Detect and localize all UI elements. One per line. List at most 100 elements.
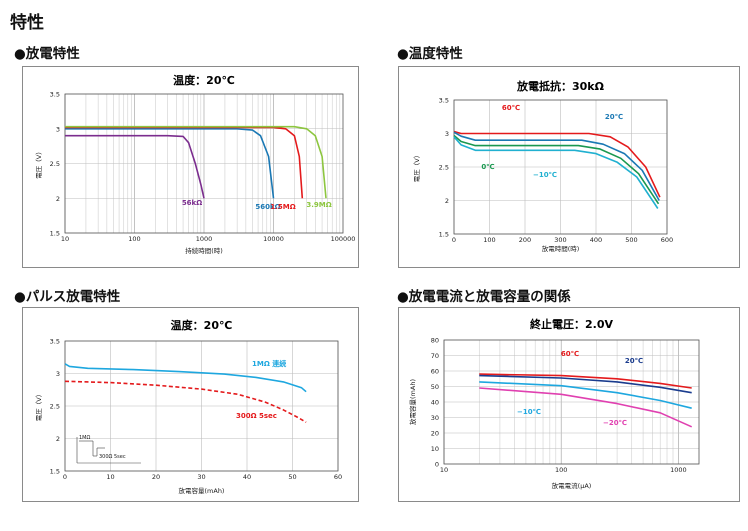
pulse-chart: 0 10 20 30 40 50 60 1.5 2 2.5 3 3.5 温度：20℃ 放電容量(mAh) 電… (35, 318, 342, 495)
x-tick-label: 600 (661, 236, 673, 244)
x-axis-label: 放電電流(μA) (552, 481, 592, 490)
x-tick-label: 10 (440, 466, 448, 474)
y-tick-label: 3.5 (439, 97, 449, 105)
chart-panel-capacity: 10 100 1000 0 10 20 30 40 50 60 70 80 終止電圧：2.0V 放電電流(… (398, 307, 740, 502)
x-tick-label: 10 (106, 473, 114, 481)
chart-panel-pulse: 0 10 20 30 40 50 60 1.5 2 2.5 3 3.5 温度：20℃ 放電容量(mAh) 電… (22, 307, 359, 502)
series-line (453, 136, 659, 209)
x-tick-label: 300 (554, 236, 566, 244)
x-tick-label: 20 (152, 473, 160, 481)
chart-title: 放電抵抗：30kΩ (516, 79, 605, 93)
chart-title: 温度：20℃ (171, 318, 233, 332)
section-heading-temperature: ●温度特性 (397, 46, 463, 62)
series-line (65, 134, 205, 199)
inset-label: 300Ω 5sec (99, 454, 126, 460)
series-label: −20℃ (603, 419, 627, 427)
series-line (64, 363, 307, 393)
section-heading-pulse: ●パルス放電特性 (14, 289, 121, 305)
y-tick-label: 80 (431, 337, 439, 345)
section-heading-discharge: ●放電特性 (14, 46, 80, 62)
y-tick-label: 60 (431, 368, 439, 376)
series-line (453, 134, 660, 205)
x-tick-label: 0 (452, 236, 456, 244)
plot-area (64, 93, 344, 234)
series-label: 60℃ (561, 350, 579, 358)
capacity-chart: 10 100 100001020304050607080終止電圧：2.0V放電電流(… (408, 317, 700, 490)
x-tick-label: 10 (61, 235, 69, 243)
y-tick-label: 2 (56, 435, 60, 443)
series-label: 0℃ (481, 163, 494, 171)
chart-panel-discharge: 10 100 1000 10000 100000 1.5 2 2.5 3 3.5 温度：20℃ 持続時… (22, 66, 359, 268)
y-axis-label: 電圧（V） (413, 152, 421, 182)
series-line (479, 374, 692, 394)
x-tick-label: 100 (128, 235, 140, 243)
y-tick-label: 1.5 (50, 230, 60, 238)
series-label: 20℃ (625, 357, 643, 365)
inset-label: 1MΩ (79, 435, 90, 441)
y-tick-label: 3.5 (50, 91, 60, 99)
y-tick-label: 20 (431, 430, 439, 438)
y-tick-label: 2 (56, 195, 60, 203)
x-tick-label: 30 (197, 473, 205, 481)
y-tick-label: 2.5 (50, 403, 60, 411)
y-tick-label: 40 (431, 399, 439, 407)
x-tick-label: 60 (334, 473, 342, 481)
series-label: −10℃ (517, 408, 541, 416)
y-tick-label: 3 (56, 370, 60, 378)
series-label: 3.9MΩ (306, 201, 331, 209)
series-line (65, 127, 275, 199)
series-line (453, 131, 660, 201)
discharge-chart: 10 100 1000 10000 100000 1.5 2 2.5 3 3.5 温度：20℃ 持続時… (35, 73, 356, 255)
series-line (479, 381, 692, 409)
page-title: 特性 (10, 13, 44, 33)
y-tick-label: 70 (431, 352, 439, 360)
y-tick-label: 50 (431, 383, 439, 391)
x-tick-label: 100 (555, 466, 567, 474)
plot-area (64, 340, 339, 472)
x-tick-label: 100000 (331, 235, 356, 243)
x-tick-label: 400 (590, 236, 602, 244)
series-label: 56kΩ (182, 199, 202, 207)
y-tick-label: 2.5 (439, 164, 449, 172)
series-label: 1MΩ 連続 (252, 359, 286, 368)
series-label: 60℃ (502, 104, 520, 112)
plot-area (453, 99, 668, 235)
y-tick-label: 3 (445, 130, 449, 138)
y-tick-label: 3 (56, 125, 60, 133)
y-tick-label: 2.5 (50, 160, 60, 168)
x-tick-label: 40 (243, 473, 251, 481)
temperature-chart: 0 100 200 300 400 500 600 1.5 2 2.5 3 3.5 放電抵抗：30kΩ 放… (413, 79, 673, 253)
y-tick-label: 0 (435, 461, 439, 469)
series-label: 560kΩ (255, 203, 280, 211)
x-tick-label: 500 (625, 236, 637, 244)
x-tick-label: 1000 (670, 466, 687, 474)
x-tick-label: 10000 (263, 235, 284, 243)
series-line (64, 380, 307, 423)
x-tick-label: 200 (519, 236, 531, 244)
x-axis-label: 持続時間(時) (185, 246, 223, 255)
chart-title: 終止電圧：2.0V (530, 317, 613, 331)
series-line (479, 373, 692, 389)
y-tick-label: 10 (431, 445, 439, 453)
series-line (453, 130, 661, 198)
x-tick-label: 50 (288, 473, 296, 481)
series-label: 20℃ (605, 113, 623, 121)
series-label: 1.5MΩ (270, 203, 295, 211)
y-tick-label: 2 (445, 197, 449, 205)
x-tick-label: 100 (483, 236, 495, 244)
plot-area (443, 339, 700, 465)
series-line (479, 387, 693, 428)
y-axis-label: 電圧（V） (35, 148, 43, 178)
chart-panel-temperature: 0 100 200 300 400 500 600 1.5 2 2.5 3 3.5 放電抵抗：30kΩ 放… (398, 66, 740, 268)
y-tick-label: 30 (431, 414, 439, 422)
y-tick-label: 1.5 (50, 468, 60, 476)
y-axis-label: 放電容量(mAh) (408, 379, 417, 425)
series-label: 300Ω 5sec (236, 412, 277, 420)
x-tick-label: 1000 (196, 235, 213, 243)
x-axis-label: 放電時間(時) (542, 244, 580, 253)
y-tick-label: 1.5 (439, 231, 449, 239)
y-axis-label: 電圧（V） (35, 391, 43, 421)
section-heading-capacity: ●放電電流と放電容量の関係 (397, 289, 571, 305)
chart-title: 温度：20℃ (173, 73, 235, 87)
series-label: −10℃ (533, 171, 557, 179)
